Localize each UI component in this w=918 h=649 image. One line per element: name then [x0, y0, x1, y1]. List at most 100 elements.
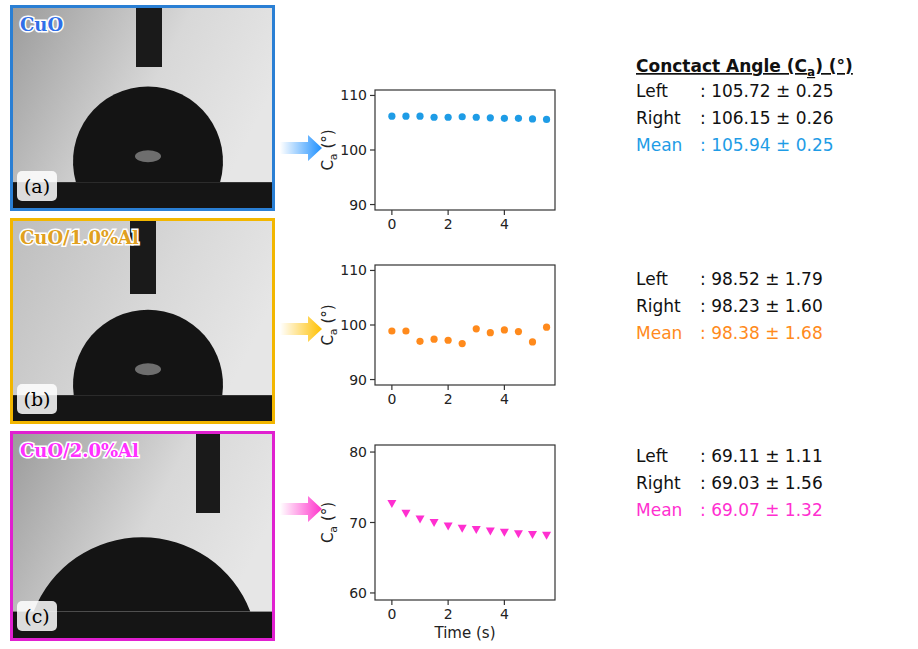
y-axis-title: Ca (°)	[319, 129, 340, 170]
y-tick-label: 100	[340, 142, 367, 158]
y-axis-title-main: C	[319, 533, 337, 543]
chart: 90100110024Ca (°)	[319, 87, 555, 232]
x-tick-label: 0	[387, 216, 396, 232]
stat-name: Right	[636, 296, 681, 316]
marks	[387, 500, 551, 540]
x-tick	[504, 385, 505, 390]
stat-name: Right	[636, 108, 681, 128]
header-unit: ) (°)	[815, 56, 853, 76]
panel-letter: (b)	[24, 388, 51, 410]
photo-frame	[12, 7, 274, 210]
plot-frame	[375, 265, 555, 385]
y-tick	[370, 522, 375, 523]
x-tick	[504, 210, 505, 215]
point	[487, 114, 494, 121]
point	[515, 115, 522, 122]
y-tick	[370, 592, 375, 593]
point	[459, 340, 466, 347]
x-tick-label: 0	[387, 606, 396, 622]
photo: CuO/2.0%Al (c)	[10, 431, 275, 641]
panel-letter: (c)	[24, 605, 49, 627]
y-tick-label: 60	[349, 585, 367, 601]
figure: CuO(a)90100110024Ca (°)Left: 105.72 ± 0.…	[0, 0, 918, 649]
y-tick-label: 110	[340, 262, 367, 278]
point	[529, 115, 536, 122]
point	[473, 325, 480, 332]
droplet-highlight	[135, 363, 161, 375]
x-axis-title: Time (s)	[434, 624, 496, 642]
photo-background	[10, 431, 275, 641]
x-tick-label: 4	[500, 216, 509, 232]
y-tick-label: 80	[349, 444, 367, 460]
stat-name: Right	[636, 473, 681, 493]
header-title: Conctact Angle (Ca) (°)	[636, 56, 853, 79]
header-sub: a	[807, 65, 815, 79]
point	[430, 114, 437, 121]
x-tick-label: 2	[444, 216, 453, 232]
point	[401, 510, 410, 518]
stat-name: Left	[636, 446, 668, 466]
y-axis-title-unit: (°)	[319, 502, 337, 526]
point	[416, 113, 423, 120]
droplet-highlight	[135, 150, 161, 162]
point	[416, 515, 425, 523]
panel-letter: (a)	[24, 175, 50, 197]
photo-frame	[12, 220, 274, 423]
point	[529, 338, 536, 345]
stat-value: : 69.03 ± 1.56	[700, 473, 823, 493]
marks	[388, 113, 550, 123]
point	[388, 327, 395, 334]
x-tick	[448, 210, 449, 215]
y-tick	[370, 204, 375, 205]
y-axis-title-unit: (°)	[319, 304, 337, 328]
point	[445, 337, 452, 344]
point	[444, 523, 453, 531]
needle	[136, 5, 162, 67]
droplet	[73, 86, 223, 182]
y-tick	[370, 324, 375, 325]
y-axis-title-main: C	[319, 160, 337, 170]
y-tick-label: 110	[340, 87, 367, 103]
arrow	[280, 496, 322, 522]
y-axis-title-sub: a	[327, 328, 340, 335]
x-tick	[391, 210, 392, 215]
y-axis-title-sub: a	[327, 526, 340, 533]
x-tick	[391, 600, 392, 605]
y-axis-title: Ca (°)	[319, 502, 340, 543]
x-tick-label: 2	[444, 606, 453, 622]
y-tick-label: 70	[349, 515, 367, 531]
x-tick	[504, 600, 505, 605]
stat-name: Mean	[636, 323, 682, 343]
panel-letter-box	[17, 601, 57, 631]
marks	[388, 324, 550, 348]
stat-value: : 69.11 ± 1.11	[700, 446, 823, 466]
stat-name: Mean	[636, 500, 682, 520]
droplet	[34, 537, 251, 611]
plot-frame	[375, 90, 555, 210]
panel-letter-box	[17, 171, 57, 201]
point	[486, 527, 495, 535]
header-main: Conctact Angle (C	[636, 56, 807, 76]
sample-label: CuO/2.0%Al	[20, 440, 139, 461]
point	[487, 329, 494, 336]
chart: 90100110024Ca (°)	[319, 262, 555, 407]
y-axis-title-main: C	[319, 335, 337, 345]
point	[501, 115, 508, 122]
stat-name: Left	[636, 269, 668, 289]
y-tick	[370, 451, 375, 452]
point	[528, 531, 537, 539]
point	[387, 500, 396, 508]
point	[445, 114, 452, 121]
point	[402, 113, 409, 120]
point	[430, 336, 437, 343]
plot-frame	[375, 445, 555, 600]
sample-label: CuO/1.0%Al	[20, 227, 139, 248]
y-tick	[370, 379, 375, 380]
y-tick	[370, 95, 375, 96]
panel-letter-box	[17, 384, 57, 414]
needle	[196, 431, 220, 513]
point	[402, 327, 409, 334]
y-tick-label: 90	[349, 372, 367, 388]
point	[473, 114, 480, 121]
stat-value: : 98.38 ± 1.68	[700, 323, 823, 343]
